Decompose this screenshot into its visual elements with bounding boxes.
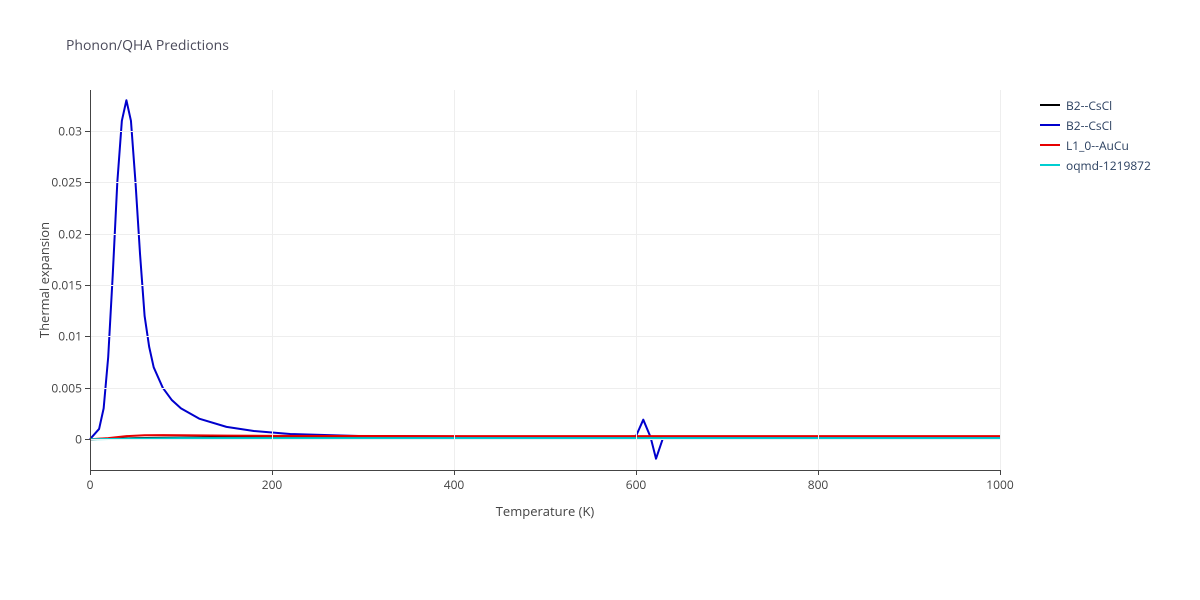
legend-item[interactable]: L1_0--AuCu xyxy=(1040,135,1151,155)
legend-item[interactable]: B2--CsCl xyxy=(1040,95,1151,115)
legend-swatch xyxy=(1040,124,1060,126)
legend-item[interactable]: B2--CsCl xyxy=(1040,115,1151,135)
x-axis-line xyxy=(90,470,1000,471)
x-tick-label: 1000 xyxy=(986,476,1013,493)
legend-label: B2--CsCl xyxy=(1066,97,1112,114)
series-svg xyxy=(90,90,1000,470)
x-tick-label: 0 xyxy=(87,476,94,493)
grid-line-h xyxy=(90,388,1000,389)
x-tick-label: 600 xyxy=(626,476,647,493)
legend-swatch xyxy=(1040,144,1060,146)
legend-label: B2--CsCl xyxy=(1066,117,1112,134)
x-axis-label: Temperature (K) xyxy=(496,502,595,520)
grid-line-v xyxy=(454,90,455,470)
grid-line-h xyxy=(90,182,1000,183)
y-tick-label: 0.025 xyxy=(51,174,82,191)
grid-line-v xyxy=(818,90,819,470)
y-tick-label: 0.02 xyxy=(58,225,82,242)
chart-title: Phonon/QHA Predictions xyxy=(66,36,229,55)
grid-line-v xyxy=(272,90,273,470)
plot-area: 0200400600800100000.0050.010.0150.020.02… xyxy=(90,90,1000,470)
x-tick-label: 200 xyxy=(262,476,283,493)
grid-line-h xyxy=(90,336,1000,337)
legend: B2--CsCl B2--CsCl L1_0--AuCu oqmd-1219872 xyxy=(1040,95,1151,175)
y-tick-label: 0.01 xyxy=(58,328,82,345)
y-tick-label: 0 xyxy=(75,431,82,448)
grid-line-h xyxy=(90,285,1000,286)
y-axis-label: Thermal expansion xyxy=(35,222,53,338)
x-tick-label: 800 xyxy=(808,476,829,493)
y-tick-label: 0.015 xyxy=(51,277,82,294)
series-line xyxy=(90,100,1000,458)
legend-label: oqmd-1219872 xyxy=(1066,157,1151,174)
y-tick-label: 0.03 xyxy=(58,123,82,140)
x-tick-mark xyxy=(1000,470,1001,475)
legend-item[interactable]: oqmd-1219872 xyxy=(1040,155,1151,175)
grid-line-h xyxy=(90,234,1000,235)
y-axis-line xyxy=(90,90,91,470)
grid-line-v xyxy=(1000,90,1001,470)
grid-line-v xyxy=(636,90,637,470)
x-tick-label: 400 xyxy=(444,476,465,493)
grid-line-h xyxy=(90,131,1000,132)
legend-swatch xyxy=(1040,104,1060,106)
grid-line-h xyxy=(90,439,1000,440)
legend-swatch xyxy=(1040,164,1060,166)
y-tick-label: 0.005 xyxy=(51,379,82,396)
legend-label: L1_0--AuCu xyxy=(1066,137,1129,154)
